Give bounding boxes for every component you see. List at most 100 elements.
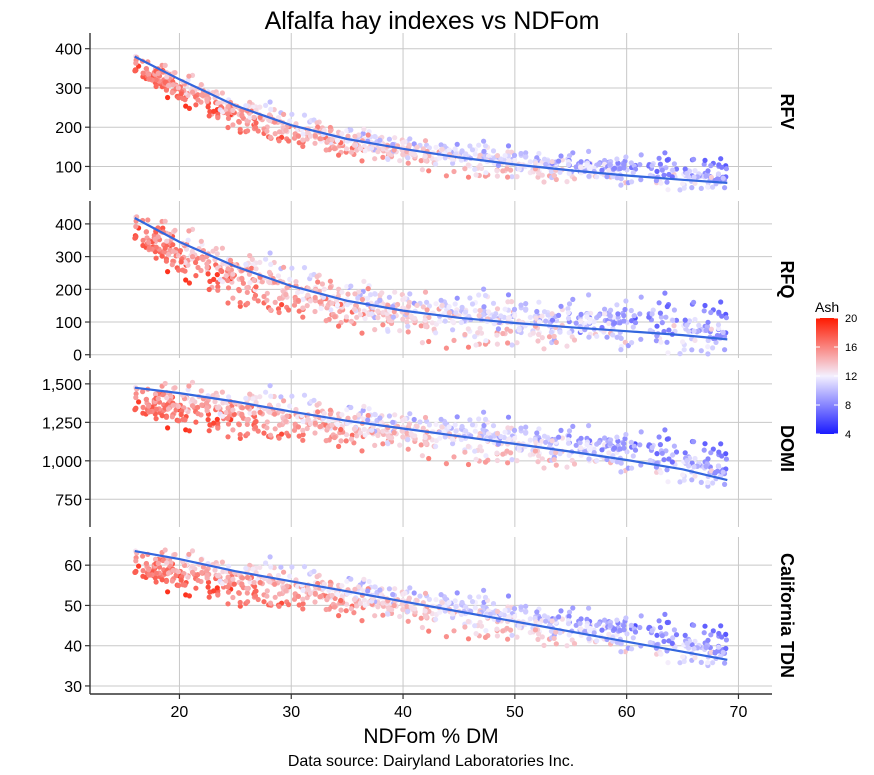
data-point (253, 588, 259, 594)
data-point (411, 141, 417, 147)
data-point (534, 609, 540, 615)
data-point (312, 599, 318, 605)
data-point (602, 306, 608, 312)
data-point (442, 420, 448, 427)
data-point (689, 347, 695, 353)
data-point (494, 332, 500, 338)
data-point (606, 631, 612, 638)
data-point (477, 307, 483, 314)
data-point (686, 318, 693, 324)
data-point (541, 346, 547, 352)
data-point (548, 450, 555, 456)
data-point (283, 291, 289, 298)
data-point (689, 642, 695, 648)
data-point (665, 479, 671, 485)
data-point (172, 70, 178, 76)
data-point (712, 650, 718, 656)
data-point (662, 427, 668, 433)
data-point (571, 641, 578, 647)
data-point (689, 185, 695, 191)
data-point (361, 576, 367, 582)
data-point (719, 634, 725, 640)
data-point (505, 174, 511, 180)
data-point (578, 435, 584, 441)
data-point (658, 180, 664, 186)
data-point (438, 297, 444, 303)
data-point (469, 599, 476, 605)
data-point (380, 146, 386, 152)
data-point (334, 302, 341, 308)
data-point (472, 428, 478, 434)
data-point (295, 414, 301, 420)
data-point (606, 320, 612, 326)
data-point (286, 602, 292, 608)
data-point (385, 156, 391, 162)
data-point (422, 414, 429, 421)
data-point (669, 640, 675, 647)
data-point (327, 278, 333, 284)
data-point (348, 283, 354, 289)
data-point (504, 448, 510, 454)
data-point (252, 292, 259, 298)
data-point (481, 304, 487, 310)
data-point (186, 383, 192, 389)
data-point (608, 307, 614, 313)
data-point (300, 137, 306, 143)
data-point (300, 314, 306, 320)
data-point (621, 313, 627, 319)
data-point (169, 262, 175, 268)
data-point (454, 141, 460, 147)
data-point (369, 427, 375, 433)
data-point (336, 323, 342, 329)
data-point (426, 338, 432, 345)
data-point (225, 300, 231, 306)
data-point (649, 163, 655, 169)
data-point (443, 345, 449, 351)
data-point (300, 296, 306, 303)
data-point (584, 616, 590, 623)
data-point (386, 413, 392, 419)
data-point (339, 412, 345, 418)
data-point (345, 415, 351, 421)
data-point (514, 340, 520, 346)
data-point (244, 285, 250, 291)
data-point (483, 170, 489, 176)
data-point (586, 627, 593, 634)
x-tick-label: 50 (506, 704, 524, 721)
data-point (557, 630, 563, 636)
data-point (426, 628, 432, 634)
data-point (272, 131, 278, 137)
data-point (204, 264, 210, 271)
data-point (584, 162, 590, 168)
data-point (523, 154, 529, 160)
data-point (236, 590, 242, 596)
data-point (549, 618, 555, 624)
data-point (594, 458, 600, 464)
data-point (132, 406, 139, 412)
data-point (195, 577, 201, 583)
data-point (545, 312, 551, 318)
data-point (339, 583, 345, 589)
data-point (536, 453, 542, 459)
data-point (170, 82, 176, 88)
data-point (509, 457, 515, 463)
data-point (408, 604, 414, 610)
data-point (680, 339, 686, 345)
data-point (300, 418, 306, 424)
data-point (252, 424, 259, 430)
data-point (506, 158, 512, 164)
data-point (317, 594, 323, 600)
data-point (705, 319, 711, 325)
data-point (237, 303, 243, 309)
data-point (586, 334, 592, 340)
data-point (718, 156, 724, 162)
data-point (419, 624, 425, 631)
data-point (463, 428, 469, 434)
data-point (372, 584, 378, 590)
data-point (255, 428, 261, 434)
data-point (206, 286, 212, 293)
data-point (230, 107, 236, 113)
data-point (573, 622, 579, 628)
data-point (494, 608, 501, 615)
data-point (414, 423, 420, 429)
